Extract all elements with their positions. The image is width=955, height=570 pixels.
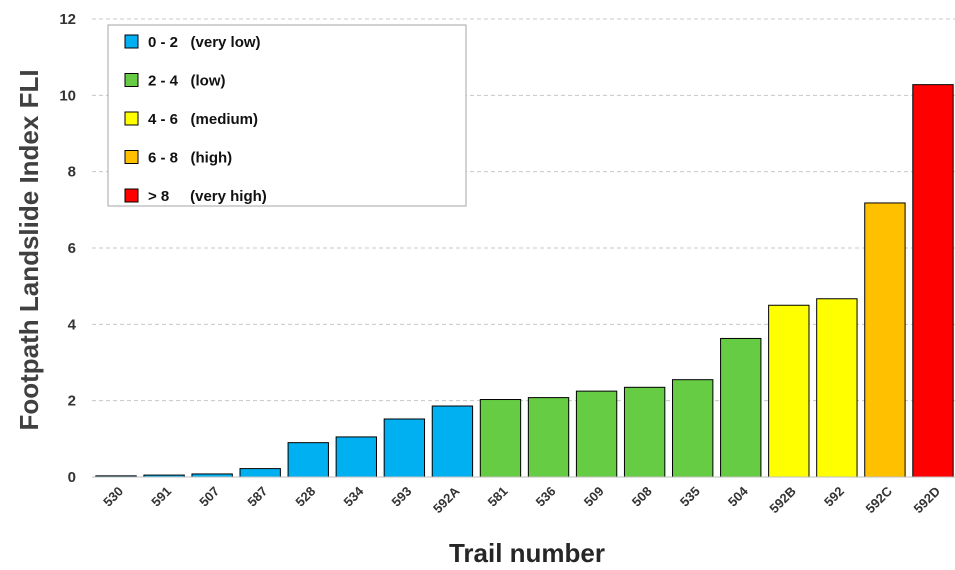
x-tick-label: 587	[244, 484, 270, 510]
x-tick-label: 508	[629, 484, 655, 510]
bars-group	[95, 84, 954, 478]
x-tick-labels: 530 591 507 587 528 534 593 592A 581 536 509 508 535…	[100, 483, 943, 516]
x-tick-label: 528	[292, 484, 318, 510]
x-tick-label: 592C	[862, 483, 895, 516]
bar-534	[335, 436, 377, 478]
bar-581	[479, 399, 522, 478]
bar-592D	[912, 84, 954, 478]
bar-593	[383, 418, 426, 478]
x-tick-label: 504	[725, 483, 751, 509]
legend-swatch	[124, 111, 139, 126]
bar-592B	[768, 304, 810, 478]
y-axis-title: Footpath Landslide Index FLI	[14, 69, 44, 430]
x-tick-label: 593	[389, 484, 415, 510]
bar-528	[287, 442, 329, 478]
x-tick-label: 592B	[766, 484, 799, 517]
legend-label: 0 - 2 (very low)	[148, 34, 261, 51]
y-tick-label: 2	[68, 393, 76, 410]
legend-swatch	[124, 150, 139, 164]
legend: 0 - 2 (very low) 2 - 4 (low) 4 - 6 (medium…	[107, 24, 467, 207]
bar-592C	[864, 202, 906, 478]
bar-592	[816, 298, 858, 478]
x-tick-label: 509	[581, 484, 607, 510]
x-tick-label: 591	[148, 484, 174, 510]
y-tick-label: 0	[68, 469, 76, 486]
y-tick-label: 10	[59, 87, 76, 104]
bar-536	[527, 397, 570, 478]
x-tick-label: 507	[196, 484, 222, 510]
x-tick-label: 581	[485, 484, 511, 510]
x-tick-label: 536	[533, 484, 559, 510]
legend-box	[107, 24, 467, 207]
legend-label: > 8 (very high)	[148, 188, 267, 205]
bar-592A	[431, 405, 474, 478]
bar-587	[239, 468, 281, 478]
legend-swatch	[124, 73, 139, 87]
bar-504	[720, 337, 762, 478]
legend-label: 6 - 8 (high)	[148, 150, 232, 167]
bar-508	[623, 386, 666, 478]
legend-swatch	[124, 188, 139, 203]
bar-509	[575, 390, 618, 478]
bar-535	[672, 379, 714, 478]
x-tick-label: 530	[100, 484, 126, 510]
x-axis-title: Trail number	[449, 538, 605, 568]
x-tick-label: 535	[677, 484, 703, 510]
y-tick-labels: 0 2 4 6 8 10 12	[59, 11, 76, 486]
legend-label: 2 - 4 (low)	[148, 73, 226, 90]
y-tick-label: 6	[68, 240, 76, 257]
legend-label: 4 - 6 (medium)	[148, 111, 258, 128]
y-tick-label: 12	[59, 11, 76, 28]
x-tick-label: 534	[340, 483, 366, 509]
x-tick-label: 592A	[430, 483, 463, 516]
x-tick-label: 592D	[911, 484, 944, 517]
y-tick-label: 4	[68, 316, 77, 333]
y-tick-label: 8	[68, 164, 76, 181]
legend-swatch	[124, 34, 139, 49]
x-tick-label: 592	[821, 484, 847, 510]
